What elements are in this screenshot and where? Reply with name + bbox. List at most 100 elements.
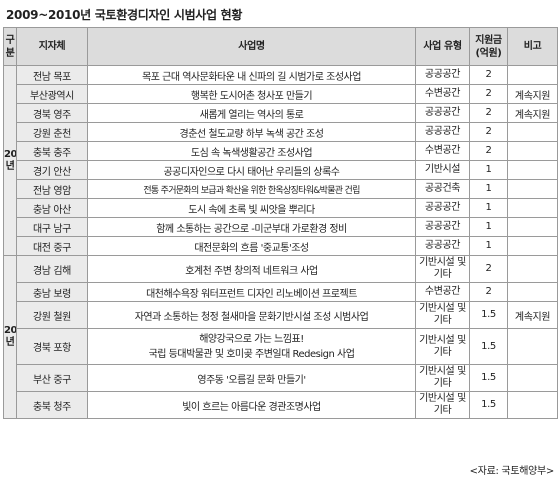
amount-cell: 1.5 bbox=[469, 328, 508, 365]
amount-cell: 2 bbox=[469, 282, 508, 302]
note-cell bbox=[507, 122, 558, 142]
project-line: 해양강국으로 가는 느낌표! bbox=[199, 333, 304, 345]
header-amount: 지원금 (억원) bbox=[469, 27, 508, 66]
region-cell: 경북 영주 bbox=[16, 103, 88, 123]
region-cell: 강원 춘천 bbox=[16, 122, 88, 142]
type-cell: 기반시설 및 기타 bbox=[415, 328, 470, 365]
header-project: 사업명 bbox=[87, 27, 416, 66]
note-cell bbox=[507, 236, 558, 256]
project-cell: 도시 속에 초록 빛 씨앗을 뿌리다 bbox=[87, 198, 416, 218]
type-cell: 수변공간 bbox=[415, 282, 470, 302]
table-row: 충남 아산 도시 속에 초록 빛 씨앗을 뿌리다 공공공간 1 bbox=[4, 198, 558, 218]
table-row: 충북 충주 도심 속 녹색생활공간 조성사업 수변공간 2 bbox=[4, 141, 558, 161]
type-cell: 공공공간 bbox=[415, 65, 470, 85]
project-cell: 목포 근대 역사문화타운 내 신파의 길 시범가로 조성사업 bbox=[87, 65, 416, 85]
project-cell: 자연과 소통하는 청정 철새마을 문화기반시설 조성 시범사업 bbox=[87, 301, 416, 329]
type-cell: 수변공간 bbox=[415, 141, 470, 161]
region-cell: 경기 안산 bbox=[16, 160, 88, 180]
year-2010: 2010년 bbox=[3, 255, 17, 419]
region-cell: 충남 보령 bbox=[16, 282, 88, 302]
amount-cell: 1.5 bbox=[469, 391, 508, 419]
region-cell: 충북 청주 bbox=[16, 391, 88, 419]
project-cell: 대전문화의 흐름 '중교통'조성 bbox=[87, 236, 416, 256]
region-cell: 부산광역시 bbox=[16, 84, 88, 104]
project-cell: 해양강국으로 가는 느낌표! 국립 등대박물관 및 호미곶 주변일대 Redes… bbox=[87, 328, 416, 365]
header-note: 비고 bbox=[507, 27, 558, 66]
note-cell bbox=[507, 282, 558, 302]
region-cell: 대전 중구 bbox=[16, 236, 88, 256]
table-row: 경기 안산 공공디자인으로 다시 태어난 우리들의 상록수 기반시설 1 bbox=[4, 160, 558, 180]
note-cell bbox=[507, 160, 558, 180]
region-cell: 대구 남구 bbox=[16, 217, 88, 237]
note-cell bbox=[507, 179, 558, 199]
table-row: 대전 중구 대전문화의 흐름 '중교통'조성 공공공간 1 bbox=[4, 236, 558, 256]
table-row: 2009년 전남 목포 목포 근대 역사문화타운 내 신파의 길 시범가로 조성… bbox=[3, 65, 558, 256]
type-cell: 공공공간 bbox=[415, 217, 470, 237]
amount-cell: 1 bbox=[469, 217, 508, 237]
amount-cell: 2 bbox=[469, 255, 508, 283]
note-cell bbox=[507, 65, 558, 85]
type-cell: 수변공간 bbox=[415, 84, 470, 104]
type-cell: 공공공간 bbox=[415, 236, 470, 256]
table-row: 강원 춘천 경춘선 철도교량 하부 녹색 공간 조성 공공공간 2 bbox=[4, 122, 558, 142]
table-row: 경북 영주 새롭게 열리는 역사의 통로 공공공간 2 계속지원 bbox=[4, 103, 558, 123]
note-cell: 계속지원 bbox=[507, 84, 558, 104]
amount-cell: 1 bbox=[469, 160, 508, 180]
type-cell: 공공공간 bbox=[415, 103, 470, 123]
amount-cell: 2 bbox=[469, 122, 508, 142]
table-row: 충북 청주 빛이 흐르는 아름다운 경관조명사업 기반시설 및 기타 1.5 bbox=[4, 391, 558, 419]
header-row: 구분 지자체 사업명 사업 유형 지원금 (억원) 비고 bbox=[3, 27, 558, 66]
note-cell bbox=[507, 217, 558, 237]
table-row: 충남 보령 대천해수욕장 워터프런트 디자인 리노베이션 프로젝트 수변공간 2 bbox=[4, 282, 558, 302]
type-cell: 공공공간 bbox=[415, 122, 470, 142]
year-2009: 2009년 bbox=[3, 65, 17, 256]
project-cell: 새롭게 열리는 역사의 통로 bbox=[87, 103, 416, 123]
project-cell: 경춘선 철도교량 하부 녹색 공간 조성 bbox=[87, 122, 416, 142]
table-row: 강원 철원 자연과 소통하는 청정 철새마을 문화기반시설 조성 시범사업 기반… bbox=[4, 301, 558, 329]
note-cell bbox=[507, 391, 558, 419]
type-cell: 기반시설 bbox=[415, 160, 470, 180]
page-title: 2009~2010년 국토환경디자인 시범사업 현황 bbox=[6, 8, 243, 22]
project-cell: 대천해수욕장 워터프런트 디자인 리노베이션 프로젝트 bbox=[87, 282, 416, 302]
type-cell: 공공공간 bbox=[415, 198, 470, 218]
project-cell: 호계천 주변 창의적 네트워크 사업 bbox=[87, 255, 416, 283]
type-cell: 기반시설 및 기타 bbox=[415, 255, 470, 283]
note-cell: 계속지원 bbox=[507, 103, 558, 123]
amount-cell: 1 bbox=[469, 236, 508, 256]
note-cell bbox=[507, 141, 558, 161]
project-table: 구분 지자체 사업명 사업 유형 지원금 (억원) 비고 2009년 전남 목포… bbox=[3, 27, 558, 419]
project-cell: 영주동 '오름길 문화 만들기' bbox=[87, 364, 416, 392]
project-cell: 공공디자인으로 다시 태어난 우리들의 상록수 bbox=[87, 160, 416, 180]
note-cell bbox=[507, 364, 558, 392]
region-cell: 충남 아산 bbox=[16, 198, 88, 218]
table-row: 2010년 경남 김해 호계천 주변 창의적 네트워크 사업 기반시설 및 기타… bbox=[3, 255, 558, 419]
region-cell: 강원 철원 bbox=[16, 301, 88, 329]
type-cell: 기반시설 및 기타 bbox=[415, 391, 470, 419]
type-cell: 기반시설 및 기타 bbox=[415, 364, 470, 392]
amount-cell: 1 bbox=[469, 179, 508, 199]
note-cell: 계속지원 bbox=[507, 301, 558, 329]
type-cell: 기반시설 및 기타 bbox=[415, 301, 470, 329]
table-row: 부산 중구 영주동 '오름길 문화 만들기' 기반시설 및 기타 1.5 bbox=[4, 364, 558, 392]
table-row: 경북 포항 해양강국으로 가는 느낌표! 국립 등대박물관 및 호미곶 주변일대… bbox=[4, 328, 558, 365]
amount-cell: 2 bbox=[469, 65, 508, 85]
region-cell: 부산 중구 bbox=[16, 364, 88, 392]
type-cell: 공공건축 bbox=[415, 179, 470, 199]
amount-cell: 2 bbox=[469, 84, 508, 104]
source-note: <자료: 국토해양부> bbox=[469, 466, 555, 477]
region-cell: 경북 포항 bbox=[16, 328, 88, 365]
header-type: 사업 유형 bbox=[415, 27, 470, 66]
region-cell: 충북 충주 bbox=[16, 141, 88, 161]
table-row: 부산광역시 행복한 도시어촌 청사포 만들기 수변공간 2 계속지원 bbox=[4, 84, 558, 104]
project-cell: 빛이 흐르는 아름다운 경관조명사업 bbox=[87, 391, 416, 419]
table-row: 전남 영암 전통 주거문화의 보급과 확산을 위한 한옥상징타워&박물관 건립 … bbox=[4, 179, 558, 199]
region-cell: 경남 김해 bbox=[16, 255, 88, 283]
amount-cell: 1.5 bbox=[469, 364, 508, 392]
amount-cell: 2 bbox=[469, 103, 508, 123]
amount-cell: 1 bbox=[469, 198, 508, 218]
note-cell bbox=[507, 255, 558, 283]
project-line: 국립 등대박물관 및 호미곶 주변일대 Redesign 사업 bbox=[148, 348, 355, 360]
note-cell bbox=[507, 198, 558, 218]
project-cell: 전통 주거문화의 보급과 확산을 위한 한옥상징타워&박물관 건립 bbox=[87, 179, 416, 199]
region-cell: 전남 목포 bbox=[16, 65, 88, 85]
